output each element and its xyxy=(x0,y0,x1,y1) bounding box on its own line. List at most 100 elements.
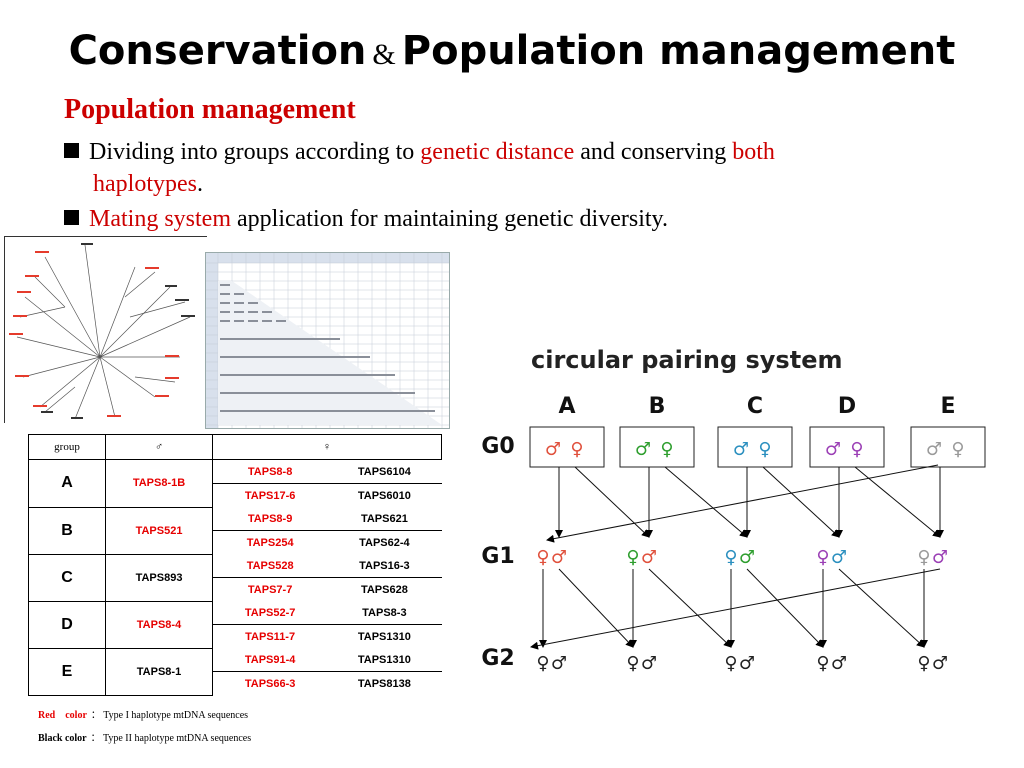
female-id: TAPS16-3 xyxy=(327,554,442,578)
male-cell: TAPS8-1 xyxy=(105,647,213,696)
group-letter-c: C xyxy=(747,394,763,419)
table-row: D TAPS8-4 TAPS52-7 TAPS8-3 TAPS11-7 TAPS13… xyxy=(28,600,442,649)
table-header-row: group ♂ ♀ xyxy=(28,434,442,460)
female-cell: TAPS91-4 TAPS1310 TAPS66-3 TAPS8138 xyxy=(213,648,442,695)
table-row: B TAPS521 TAPS8-9 TAPS621 TAPS254 TAPS62-4 xyxy=(28,506,442,555)
female-icon: ♀ xyxy=(660,439,673,460)
legend-black: Black color： Type II haplotype mtDNA seq… xyxy=(38,729,251,744)
male-icon: ♂ xyxy=(641,653,657,674)
bullet-1-text: Dividing into groups according to xyxy=(89,139,421,165)
pairing-arrow xyxy=(664,466,748,538)
male-icon: ♂ xyxy=(932,547,948,568)
pairing-arrow xyxy=(762,466,840,538)
group-cell: E xyxy=(28,647,106,696)
female-id: TAPS8-8 xyxy=(213,460,328,484)
bullet-1-highlight-3: haplotypes xyxy=(93,171,197,197)
female-id: TAPS1310 xyxy=(357,630,411,643)
table-row: C TAPS893 TAPS528 TAPS16-3 TAPS7-7 TAPS628 xyxy=(28,553,442,602)
female-id: TAPS1310 xyxy=(327,648,442,672)
female-id: TAPS7-7 xyxy=(247,583,293,596)
female-id: TAPS528 xyxy=(213,554,328,578)
male-icon: ♂ xyxy=(739,653,755,674)
female-id: TAPS17-6 xyxy=(244,489,296,502)
female-id: TAPS8-3 xyxy=(327,601,442,625)
female-id: TAPS52-7 xyxy=(213,601,328,625)
male-icon: ♂ xyxy=(825,439,841,460)
phylogenetic-tree-image xyxy=(4,236,207,423)
female-icon: ♀ xyxy=(626,547,639,568)
female-icon: ♀ xyxy=(951,439,964,460)
group-cell: A xyxy=(28,459,106,508)
female-icon: ♀ xyxy=(917,653,930,674)
slide-title: Conservation & Population management xyxy=(0,28,1024,74)
bullet-2: Mating system application for maintainin… xyxy=(64,203,964,235)
legend-text: Type II haplotype mtDNA sequences xyxy=(102,733,252,744)
female-icon: ♀ xyxy=(536,547,549,568)
bullet-1-highlight: genetic distance xyxy=(420,139,575,165)
pairing-title: circular pairing system xyxy=(531,346,843,374)
g0-box-c xyxy=(717,426,793,468)
generation-label-g2: G2 xyxy=(481,646,514,671)
legend-separator: ： xyxy=(90,710,101,721)
legend-label: Black color xyxy=(38,733,87,744)
female-icon: ♀ xyxy=(816,547,829,568)
header-female: ♀ xyxy=(212,434,442,460)
pairing-arrow xyxy=(746,568,824,648)
female-id: TAPS254 xyxy=(246,536,294,549)
g0-box-e xyxy=(910,426,986,468)
group-cell: C xyxy=(28,553,106,602)
table-row: A TAPS8-1B TAPS8-8 TAPS6104 TAPS17-6 TAPS6… xyxy=(28,459,442,508)
distance-matrix-image xyxy=(205,252,450,429)
pairing-arrow xyxy=(546,464,939,543)
pairing-arrow xyxy=(530,568,941,650)
title-part-a: Conservation xyxy=(68,28,367,74)
male-icon: ♂ xyxy=(733,439,749,460)
bullet-1-text-2: and conserving xyxy=(574,139,733,165)
female-id: TAPS8138 xyxy=(357,677,411,690)
section-subtitle: Population management xyxy=(64,94,356,125)
male-cell: TAPS521 xyxy=(105,506,213,555)
male-icon: ♂ xyxy=(926,439,942,460)
female-id: TAPS621 xyxy=(327,507,442,531)
legend-red: Red color： Type I haplotype mtDNA sequen… xyxy=(38,706,248,721)
male-icon: ♂ xyxy=(545,439,561,460)
generation-label-g1: G1 xyxy=(481,544,514,569)
female-id: TAPS8-9 xyxy=(213,507,328,531)
group-letter-b: B xyxy=(649,394,666,419)
female-icon: ♀ xyxy=(570,439,583,460)
female-icon: ♀ xyxy=(724,547,737,568)
legend-separator: ： xyxy=(90,733,101,744)
female-icon: ♀ xyxy=(724,653,737,674)
female-icon: ♀ xyxy=(917,547,930,568)
bullet-1-period: . xyxy=(196,171,203,197)
female-icon: ♀ xyxy=(816,653,829,674)
female-id: TAPS62-4 xyxy=(359,536,410,549)
pairing-arrow xyxy=(854,466,941,538)
legend-text: Type I haplotype mtDNA sequences xyxy=(103,710,249,721)
female-icon: ♀ xyxy=(850,439,863,460)
female-cell: TAPS8-9 TAPS621 TAPS254 TAPS62-4 xyxy=(213,507,442,554)
group-table: group ♂ ♀ A TAPS8-1B TAPS8-8 TAPS6104 TAP… xyxy=(28,434,442,696)
pairing-arrow xyxy=(838,568,925,648)
female-cell: TAPS528 TAPS16-3 TAPS7-7 TAPS628 xyxy=(213,554,442,601)
bullet-1: Dividing into groups according to geneti… xyxy=(64,136,964,200)
male-icon: ♂ xyxy=(641,547,657,568)
female-id: TAPS628 xyxy=(360,583,408,596)
female-cell: TAPS8-8 TAPS6104 TAPS17-6 TAPS6010 xyxy=(213,460,442,508)
header-male: ♂ xyxy=(105,434,213,460)
legend-label: Red color xyxy=(38,710,87,721)
square-bullet-icon xyxy=(64,143,79,158)
female-id: TAPS66-3 xyxy=(244,677,296,690)
female-id: TAPS11-7 xyxy=(245,630,296,643)
bullet-1-highlight-2: both xyxy=(732,139,775,165)
pairing-arrow xyxy=(558,568,634,648)
female-cell: TAPS52-7 TAPS8-3 TAPS11-7 TAPS1310 xyxy=(213,601,442,648)
female-id: TAPS91-4 xyxy=(213,648,328,672)
table-row: E TAPS8-1 TAPS91-4 TAPS1310 TAPS66-3 TAPS8… xyxy=(28,647,442,696)
female-icon: ♀ xyxy=(536,653,549,674)
pairing-arrow xyxy=(574,466,650,538)
female-icon: ♀ xyxy=(626,653,639,674)
group-letter-d: D xyxy=(838,394,856,419)
pairing-arrow xyxy=(648,568,732,648)
female-id: TAPS6010 xyxy=(357,489,411,502)
